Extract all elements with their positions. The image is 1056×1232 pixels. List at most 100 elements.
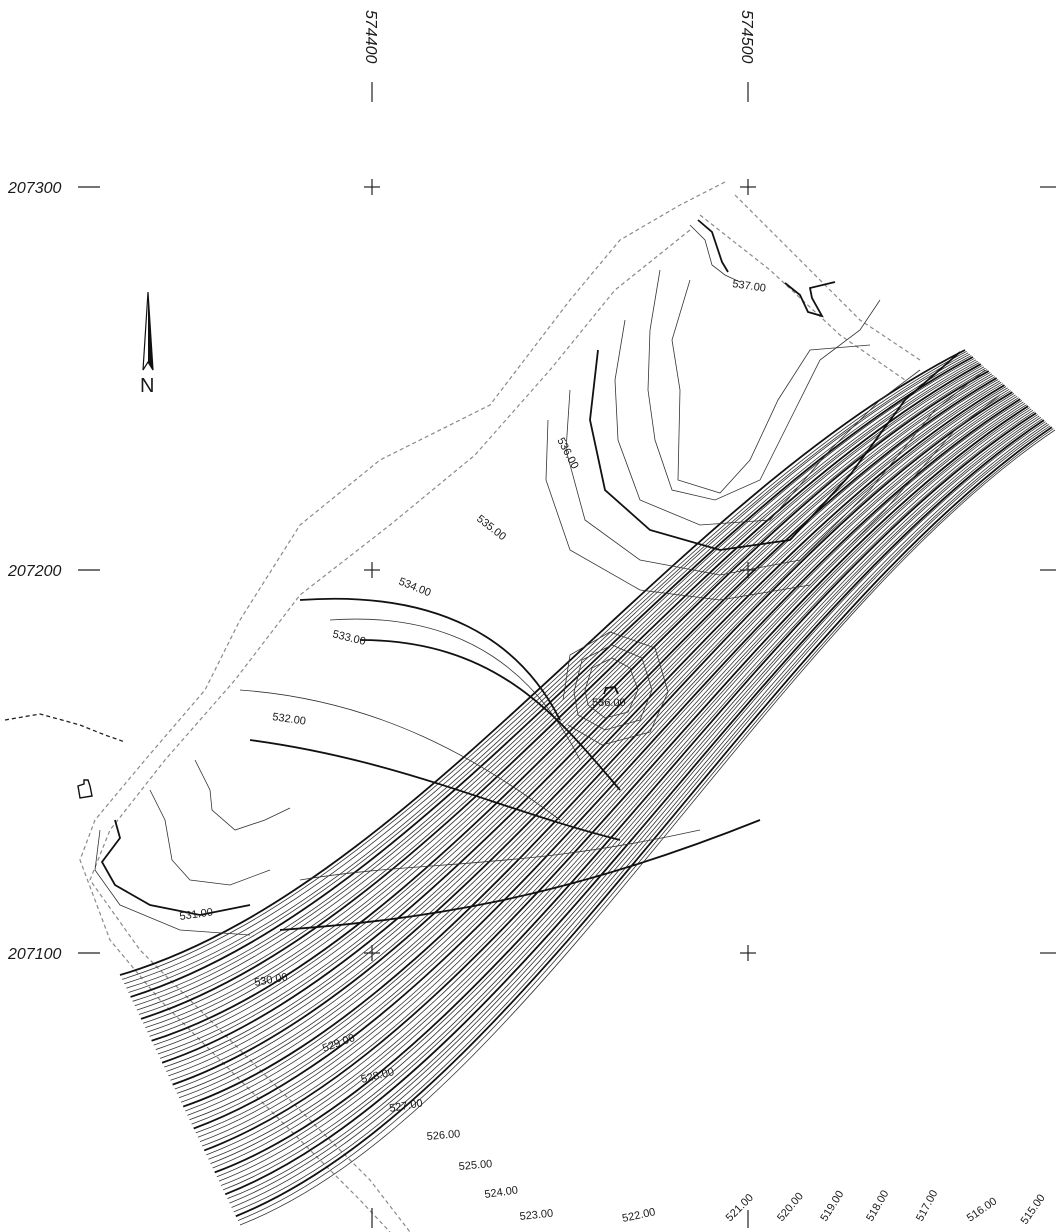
contour-line	[233, 425, 1051, 1213]
contour-label: 527.00	[388, 1097, 423, 1115]
contour-line	[220, 417, 1042, 1186]
contour-line	[178, 388, 1010, 1099]
contour-line	[159, 376, 996, 1059]
contour-label: 537.00	[732, 278, 767, 295]
access-path	[4, 713, 126, 743]
contour-line	[212, 411, 1035, 1169]
contour-line	[189, 395, 1018, 1121]
contour-label: 530.00	[253, 971, 288, 989]
contour-line	[182, 391, 1013, 1108]
contour-line	[214, 412, 1037, 1174]
contour-line	[124, 352, 969, 985]
contour-label: 515.00	[1019, 1192, 1048, 1226]
contour-line	[224, 419, 1045, 1196]
structure-icon	[77, 779, 93, 799]
contour-label: 525.00	[458, 1158, 493, 1173]
contour-line	[237, 428, 1054, 1221]
easting-label: 574500	[738, 10, 755, 63]
contour-line	[136, 360, 978, 1011]
north-label: N	[140, 375, 154, 397]
contour-line	[279, 819, 761, 931]
contour-line	[216, 414, 1038, 1178]
contour-line	[147, 367, 986, 1033]
contour-line	[299, 829, 701, 881]
contour-label: 534.00	[397, 576, 433, 600]
contour-line	[223, 418, 1043, 1191]
contour-label: 526.00	[426, 1128, 461, 1143]
contour-line	[229, 422, 1048, 1204]
western-lobe-contours	[94, 759, 291, 936]
contour-label: 522.00	[621, 1206, 656, 1225]
contour-line	[227, 421, 1046, 1200]
contour-line	[151, 370, 990, 1042]
contour-label: 535.00	[474, 513, 508, 543]
contour-label: 524.00	[484, 1184, 519, 1201]
contour-line	[119, 349, 966, 976]
contour-line	[359, 639, 621, 791]
contour-label: 518.00	[864, 1188, 891, 1223]
contour-line	[231, 424, 1049, 1208]
contour-line	[210, 410, 1034, 1164]
contour-label: 532.00	[272, 711, 307, 728]
contour-line	[132, 358, 975, 1002]
contour-label: 523.00	[519, 1208, 554, 1223]
property-boundary	[79, 181, 921, 1232]
contour-line	[149, 369, 988, 1037]
grid-ticks	[78, 82, 1056, 1228]
contour-label: 519.00	[818, 1189, 846, 1224]
contour-lines	[119, 349, 1056, 1226]
northing-label: 207300	[7, 180, 61, 197]
contour-line	[161, 377, 998, 1064]
contour-line	[170, 383, 1004, 1081]
easting-label: 574400	[362, 10, 379, 63]
contour-line	[145, 366, 985, 1029]
contour-line	[138, 362, 980, 1015]
contour-line	[134, 359, 977, 1007]
contour-label: 536.00	[592, 697, 626, 709]
contour-line	[195, 400, 1023, 1134]
contour-line	[140, 363, 982, 1020]
contour-line	[126, 353, 970, 989]
contour-line	[197, 401, 1024, 1138]
contour-line	[203, 405, 1029, 1152]
contour-label: 516.00	[965, 1195, 999, 1224]
contour-line	[193, 398, 1021, 1130]
contour-label: 521.00	[724, 1192, 756, 1224]
contour-label: 528.00	[360, 1066, 396, 1086]
contour-line	[164, 379, 999, 1068]
summit-contours	[545, 219, 1001, 746]
contour-line	[249, 739, 621, 841]
contour-line	[128, 355, 972, 993]
northing-label: 207100	[7, 946, 61, 963]
contour-label: 517.00	[914, 1188, 940, 1223]
contour-line	[168, 381, 1002, 1077]
contour-line	[143, 365, 983, 1024]
contour-label: 531.00	[179, 906, 214, 923]
contour-label: 529.00	[321, 1032, 357, 1055]
contour-line	[121, 351, 967, 980]
contour-line	[185, 393, 1015, 1112]
contour-line	[208, 408, 1032, 1160]
contour-line	[166, 380, 1000, 1072]
contour-label: 533.00	[331, 628, 367, 648]
contour-label: 520.00	[775, 1190, 806, 1223]
contour-line	[206, 407, 1030, 1156]
contour-label: 536.00	[554, 436, 580, 471]
contour-line	[187, 394, 1016, 1116]
contour-line	[199, 402, 1026, 1143]
contour-line	[176, 387, 1008, 1094]
contour-line	[239, 689, 561, 821]
contour-line	[329, 618, 581, 761]
contour-line	[239, 429, 1056, 1226]
contour-line	[201, 404, 1027, 1147]
northing-label: 207200	[7, 563, 61, 580]
contour-line	[172, 384, 1005, 1086]
contour-line	[191, 397, 1019, 1125]
contour-line	[180, 390, 1011, 1103]
contour-line	[299, 597, 561, 721]
contour-line	[130, 356, 974, 998]
north-arrow-icon: N	[140, 291, 154, 397]
contour-line	[218, 415, 1040, 1182]
contour-line	[235, 426, 1053, 1218]
